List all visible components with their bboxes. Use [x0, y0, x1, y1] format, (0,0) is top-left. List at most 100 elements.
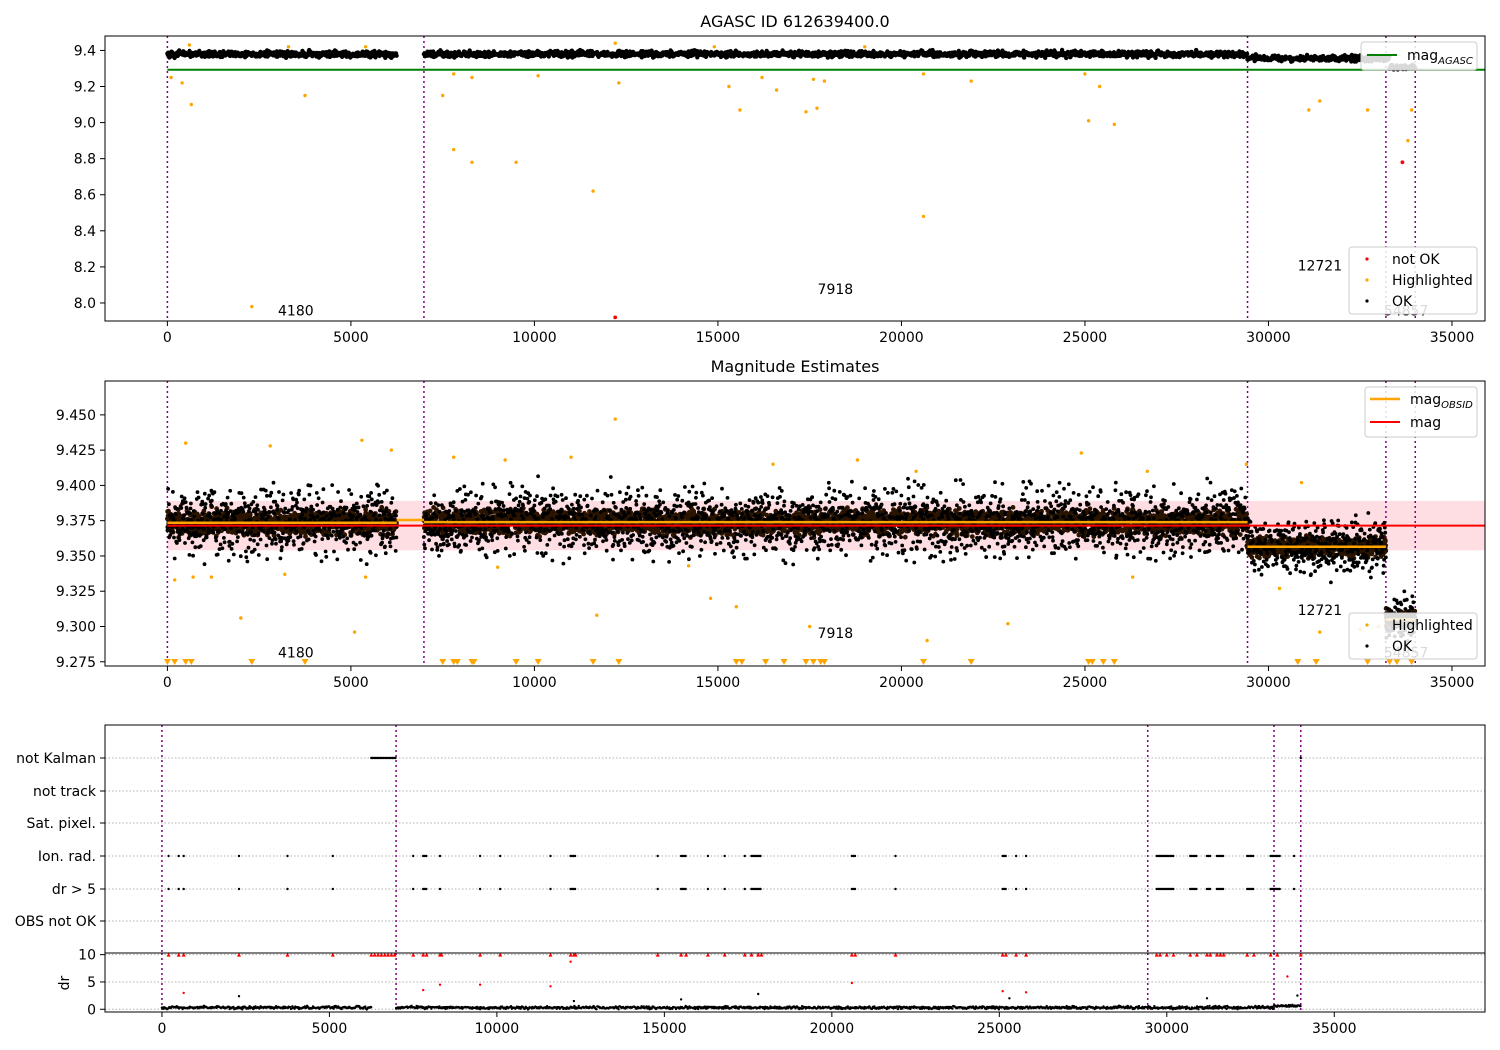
dr-points [394, 1004, 1149, 1011]
legend-mag-label: mag [1410, 415, 1441, 431]
x-tick-label: 10000 [475, 1021, 520, 1037]
axes-frame [104, 724, 1486, 954]
dr-axis-label: dr [57, 975, 73, 990]
obsid-label: 12721 [1298, 258, 1343, 274]
x-tick-label: 30000 [1246, 675, 1291, 691]
x-tick-label: 10000 [512, 675, 557, 691]
flags-panel: not Kalman not track Sat. pixel. Ion. rad. d… [15, 724, 1486, 954]
legend-highlighted-label: Highlighted [1392, 273, 1473, 289]
x-tick-label: 0 [163, 330, 172, 346]
legend-ok-label: OK [1392, 294, 1413, 310]
legend-frame [1348, 612, 1478, 660]
axes-frame [104, 952, 1486, 1013]
magnitude-estimates-panel: 0 5000 10000 15000 20000 25000 30000 35000 9.275… [56, 380, 1486, 691]
plot-area [163, 381, 1485, 666]
x-tick-label: 10000 [512, 330, 557, 346]
y-tick-label: 9.375 [56, 514, 96, 530]
x-tick-label: 15000 [696, 330, 741, 346]
y-tick-label: 9.275 [56, 655, 96, 671]
obsid-label: 7918 [818, 626, 854, 642]
y-tick-label: 9.350 [56, 549, 96, 565]
x-tick-label: 15000 [642, 1021, 687, 1037]
flag-row-label: not Kalman [16, 751, 96, 767]
y-tick-label: 8.4 [74, 224, 96, 240]
x-tick-label: 20000 [810, 1021, 855, 1037]
ok-points [165, 47, 399, 61]
dr-points [160, 1004, 373, 1011]
x-tick-label: 35000 [1312, 1021, 1357, 1037]
x-tick-label: 20000 [879, 330, 924, 346]
y-tick-label: 9.400 [56, 478, 96, 494]
highlighted-points [169, 41, 1414, 309]
legend-mag-obsid-subscript: OBSID [1441, 400, 1473, 411]
not-ok-points [613, 160, 1405, 320]
x-tick-label: 25000 [977, 1021, 1022, 1037]
dr-panel: 0 5000 10000 15000 20000 25000 30000 35000 0 5 10 d… [57, 948, 1486, 1037]
plot-area [165, 36, 1485, 321]
legend-not-ok-swatch [1365, 257, 1369, 261]
obsid-label: 4180 [278, 304, 314, 320]
x-tick-label: 30000 [1246, 330, 1291, 346]
legend-highlighted-swatch [1365, 623, 1369, 627]
y-tick-label: 0 [87, 1002, 96, 1018]
plot-area [105, 953, 1485, 1012]
x-tick-label: 0 [163, 675, 172, 691]
x-tick-label: 5000 [312, 1021, 348, 1037]
ok-points [165, 480, 399, 567]
y-tick-label: 9.425 [56, 443, 96, 459]
x-tick-label: 25000 [1063, 675, 1108, 691]
x-tick-label: 25000 [1063, 330, 1108, 346]
dr-capped-markers [166, 953, 1303, 957]
x-tick-label: 5000 [333, 330, 369, 346]
obsid-label: 4180 [278, 646, 314, 662]
dr-points [1272, 1003, 1302, 1008]
y-tick-label: 9.0 [74, 116, 96, 132]
plot-area [105, 725, 1485, 953]
agasc-magnitude-panel: 0 5000 10000 15000 20000 25000 30000 35000 8.0 8.… [74, 35, 1486, 346]
y-tick-label: 8.0 [74, 296, 96, 312]
magnitude-estimates-title: Magnitude Estimates [711, 357, 880, 376]
legend-ok-swatch [1365, 644, 1369, 648]
y-tick-label: 9.325 [56, 584, 96, 600]
dr-points [1146, 1004, 1275, 1011]
y-tick-label: 9.300 [56, 619, 96, 635]
y-tick-label: 8.8 [74, 152, 96, 168]
figure-title: AGASC ID 612639400.0 [700, 12, 889, 31]
dr-red-points [182, 960, 1289, 995]
x-tick-label: 5000 [333, 675, 369, 691]
legend-ok-label: OK [1392, 639, 1413, 655]
x-tick-label: 35000 [1430, 675, 1475, 691]
y-tick-label: 8.2 [74, 260, 96, 276]
flag-row-label: dr > 5 [52, 882, 96, 898]
axes-frame [104, 380, 1486, 667]
axes-frame [104, 35, 1486, 322]
y-tick-label: 10 [78, 948, 96, 964]
legend-frame [1360, 41, 1478, 71]
out-of-range-markers [163, 659, 1416, 665]
ok-points [1245, 52, 1392, 64]
y-tick-label: 5 [87, 975, 96, 991]
obsid-label: 7918 [818, 282, 854, 298]
y-tick-label: 8.6 [74, 188, 96, 204]
y-tick-label: 9.450 [56, 408, 96, 424]
y-tick-label: 9.2 [74, 80, 96, 96]
legend-mag-agasc-subscript: AGASC [1437, 56, 1473, 67]
x-tick-label: 0 [157, 1021, 166, 1037]
flag-row-label: not track [33, 784, 97, 800]
x-tick-label: 35000 [1430, 330, 1475, 346]
x-tick-label: 30000 [1145, 1021, 1190, 1037]
legend-ok-swatch [1365, 299, 1369, 303]
obsid-label: 12721 [1298, 603, 1343, 619]
legend-highlighted-swatch [1365, 278, 1369, 282]
flag-row-label: Ion. rad. [38, 849, 96, 865]
dr-outlier-points [237, 992, 1299, 1003]
ok-points [422, 474, 1250, 567]
legend-not-ok-label: not OK [1392, 252, 1440, 268]
x-tick-label: 15000 [696, 675, 741, 691]
x-tick-label: 20000 [879, 675, 924, 691]
flag-row-label: OBS not OK [15, 914, 97, 930]
y-tick-label: 9.4 [74, 43, 96, 59]
legend-highlighted-label: Highlighted [1392, 618, 1473, 634]
flag-row-label: Sat. pixel. [27, 816, 96, 832]
